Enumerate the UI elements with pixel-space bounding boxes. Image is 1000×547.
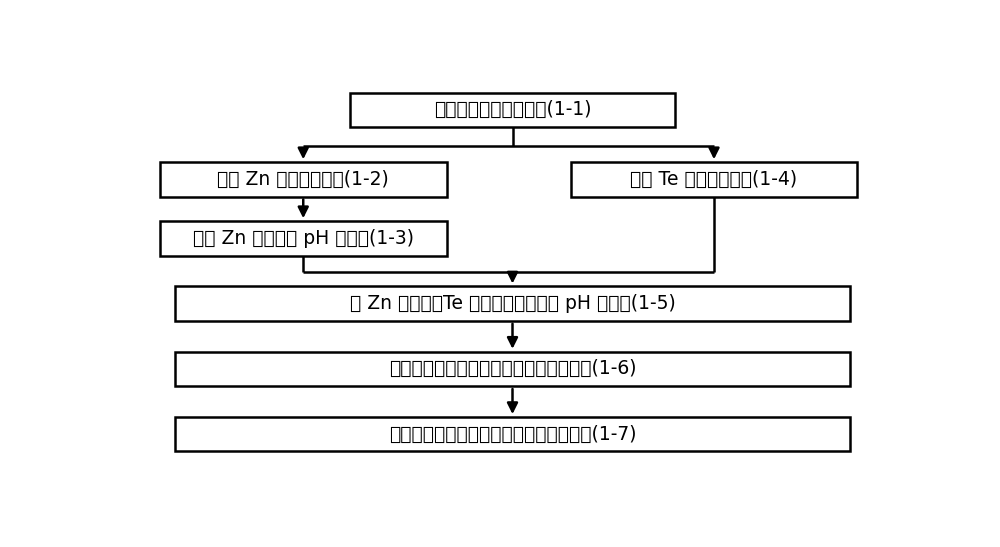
Text: 将前体溶液在密闭容器中进行加热的工序(1-6): 将前体溶液在密闭容器中进行加热的工序(1-6) bbox=[389, 359, 636, 379]
FancyBboxPatch shape bbox=[571, 162, 857, 196]
Text: 调节 Zn 离子源的 pH 的工序(1-3): 调节 Zn 离子源的 pH 的工序(1-3) bbox=[193, 229, 414, 248]
Text: 将 Zn 离子源、Te 离子源混合、调节 pH 的工序(1-5): 将 Zn 离子源、Te 离子源混合、调节 pH 的工序(1-5) bbox=[350, 294, 675, 313]
FancyBboxPatch shape bbox=[350, 92, 675, 127]
FancyBboxPatch shape bbox=[160, 162, 447, 196]
Text: 制备 Te 离子源的工序(1-4): 制备 Te 离子源的工序(1-4) bbox=[630, 170, 798, 189]
FancyBboxPatch shape bbox=[175, 286, 850, 321]
Text: 除去溶剂中的氧的工序(1-1): 除去溶剂中的氧的工序(1-1) bbox=[434, 100, 591, 119]
FancyBboxPatch shape bbox=[175, 352, 850, 386]
Text: 将前体溶液在密闭容器中进行冷却的工序(1-7): 将前体溶液在密闭容器中进行冷却的工序(1-7) bbox=[389, 424, 636, 444]
FancyBboxPatch shape bbox=[175, 417, 850, 451]
FancyBboxPatch shape bbox=[160, 221, 447, 255]
Text: 制备 Zn 离子源的工序(1-2): 制备 Zn 离子源的工序(1-2) bbox=[217, 170, 389, 189]
